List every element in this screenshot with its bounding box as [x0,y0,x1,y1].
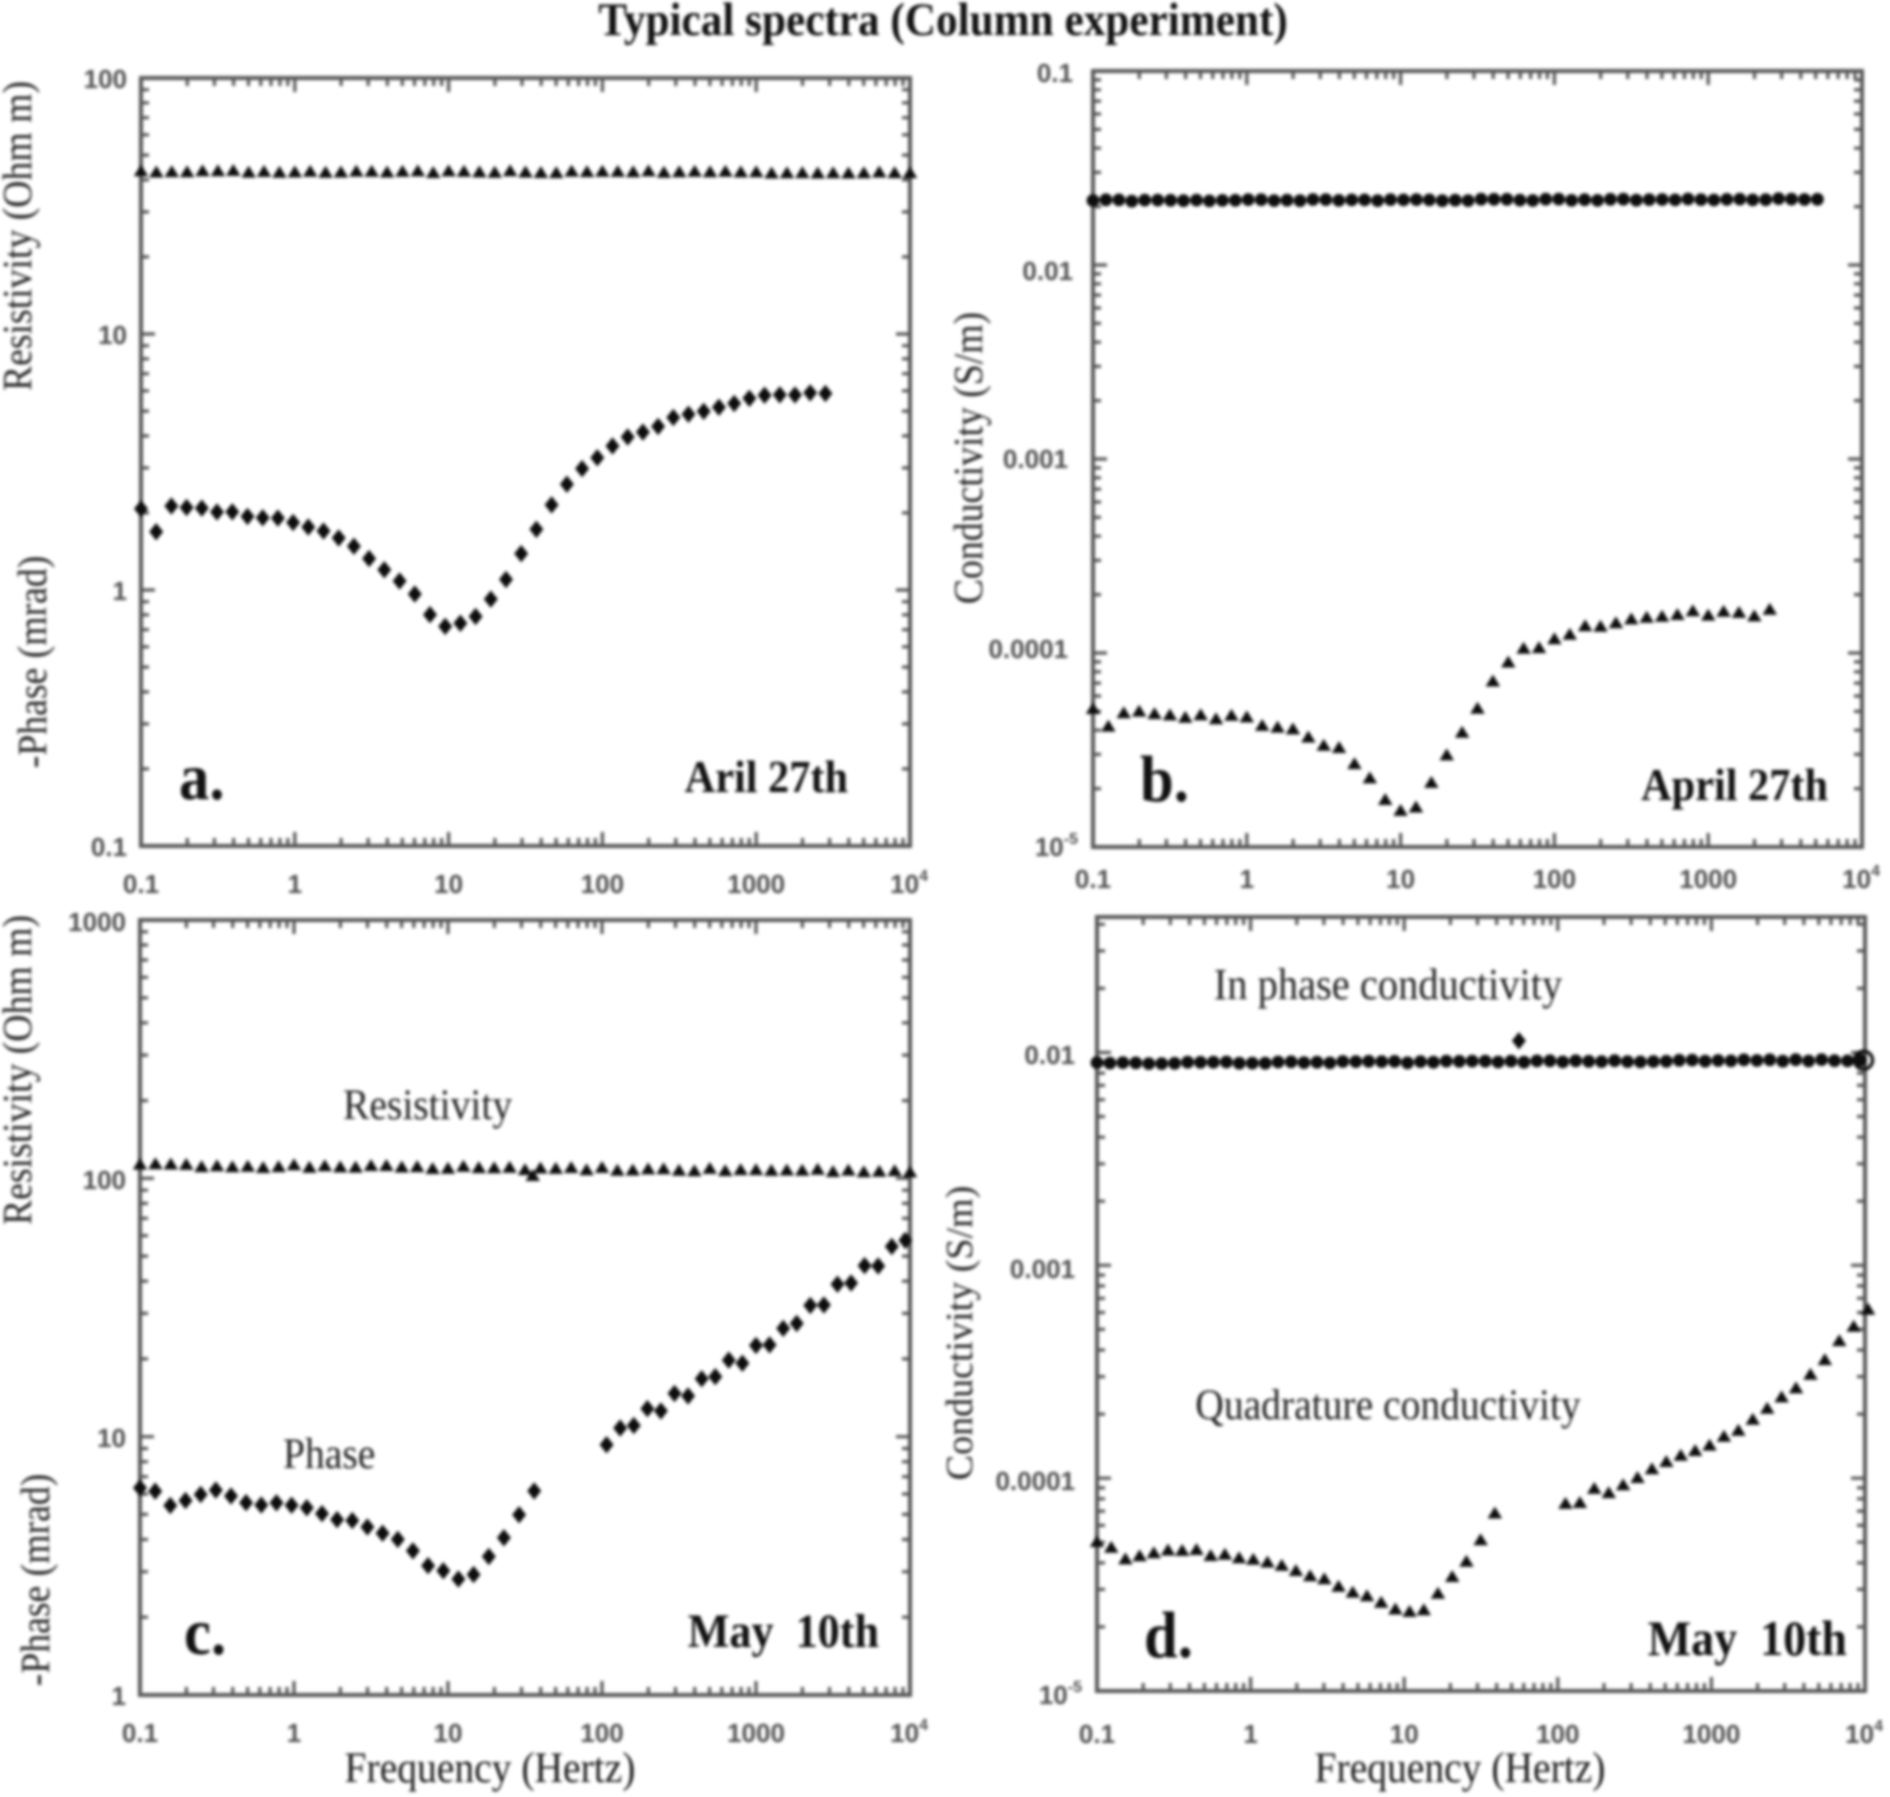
svg-text:1000: 1000 [1679,864,1737,894]
svg-text:0.0001: 0.0001 [988,634,1068,664]
svg-text:Quadrature conductivity: Quadrature conductivity [1195,1380,1581,1428]
svg-text:10: 10 [1390,1719,1419,1749]
svg-text:1000: 1000 [727,869,785,899]
svg-text:100: 100 [1533,864,1576,894]
svg-text:1: 1 [112,1681,126,1711]
svg-text:10: 10 [434,1718,463,1748]
svg-text:-Phase (mrad): -Phase (mrad) [13,1474,59,1687]
svg-text:b.: b. [1140,742,1189,816]
svg-text:0.001: 0.001 [1003,444,1068,474]
svg-text:10: 10 [98,320,127,350]
svg-text:Resistivity: Resistivity [343,1080,513,1128]
svg-text:10: 10 [434,869,463,899]
svg-text:1: 1 [1243,1719,1257,1749]
svg-text:10: 10 [1386,864,1415,894]
svg-text:1: 1 [288,869,302,899]
svg-text:In phase conductivity: In phase conductivity [1214,960,1562,1009]
svg-text:Resistivity (Ohm m): Resistivity (Ohm m) [0,81,40,391]
svg-text:0.01: 0.01 [1024,1040,1075,1070]
svg-text:0.01: 0.01 [1022,256,1073,286]
svg-text:0.1: 0.1 [123,869,159,899]
svg-text:1: 1 [113,576,127,606]
svg-text:April 27th: April 27th [1641,759,1828,810]
svg-text:c.: c. [184,1595,226,1669]
svg-text:Frequency (Hertz): Frequency (Hertz) [1315,1743,1606,1792]
svg-text:0.1: 0.1 [1075,864,1111,894]
svg-text:-Phase (mrad): -Phase (mrad) [10,556,56,769]
svg-text:1000: 1000 [1682,1719,1740,1749]
svg-text:100: 100 [83,1165,126,1195]
svg-text:Aril 27th: Aril 27th [685,751,848,802]
svg-text:100: 100 [84,64,127,94]
svg-text:0.001: 0.001 [1010,1254,1075,1284]
svg-text:May 10th: May 10th [688,1604,879,1657]
svg-text:0.1: 0.1 [1037,58,1073,88]
svg-text:May 10th: May 10th [1648,1611,1847,1666]
svg-text:1: 1 [287,1718,301,1748]
svg-text:10: 10 [97,1423,126,1453]
svg-text:1000: 1000 [727,1718,785,1748]
svg-text:100: 100 [580,1718,623,1748]
svg-text:Conductivity (S/m): Conductivity (S/m) [946,312,992,604]
svg-text:0.1: 0.1 [122,1718,158,1748]
svg-text:0.1: 0.1 [91,832,127,862]
svg-text:1000: 1000 [68,907,126,937]
svg-text:Conductivity (S/m): Conductivity (S/m) [939,1186,981,1481]
svg-text:a.: a. [179,740,225,814]
svg-text:0.1: 0.1 [1079,1719,1115,1749]
svg-text:Phase: Phase [283,1429,375,1477]
svg-text:d.: d. [1144,1598,1193,1672]
svg-text:Typical spectra (Column experi: Typical spectra (Column experiment) [598,0,1287,45]
svg-text:Frequency (Hertz): Frequency (Hertz) [345,1743,636,1792]
svg-text:Resistivity (Ohm m): Resistivity (Ohm m) [0,915,40,1225]
svg-text:100: 100 [1536,1719,1579,1749]
svg-text:1: 1 [1240,864,1254,894]
svg-text:0.0001: 0.0001 [995,1466,1075,1496]
svg-text:100: 100 [581,869,624,899]
